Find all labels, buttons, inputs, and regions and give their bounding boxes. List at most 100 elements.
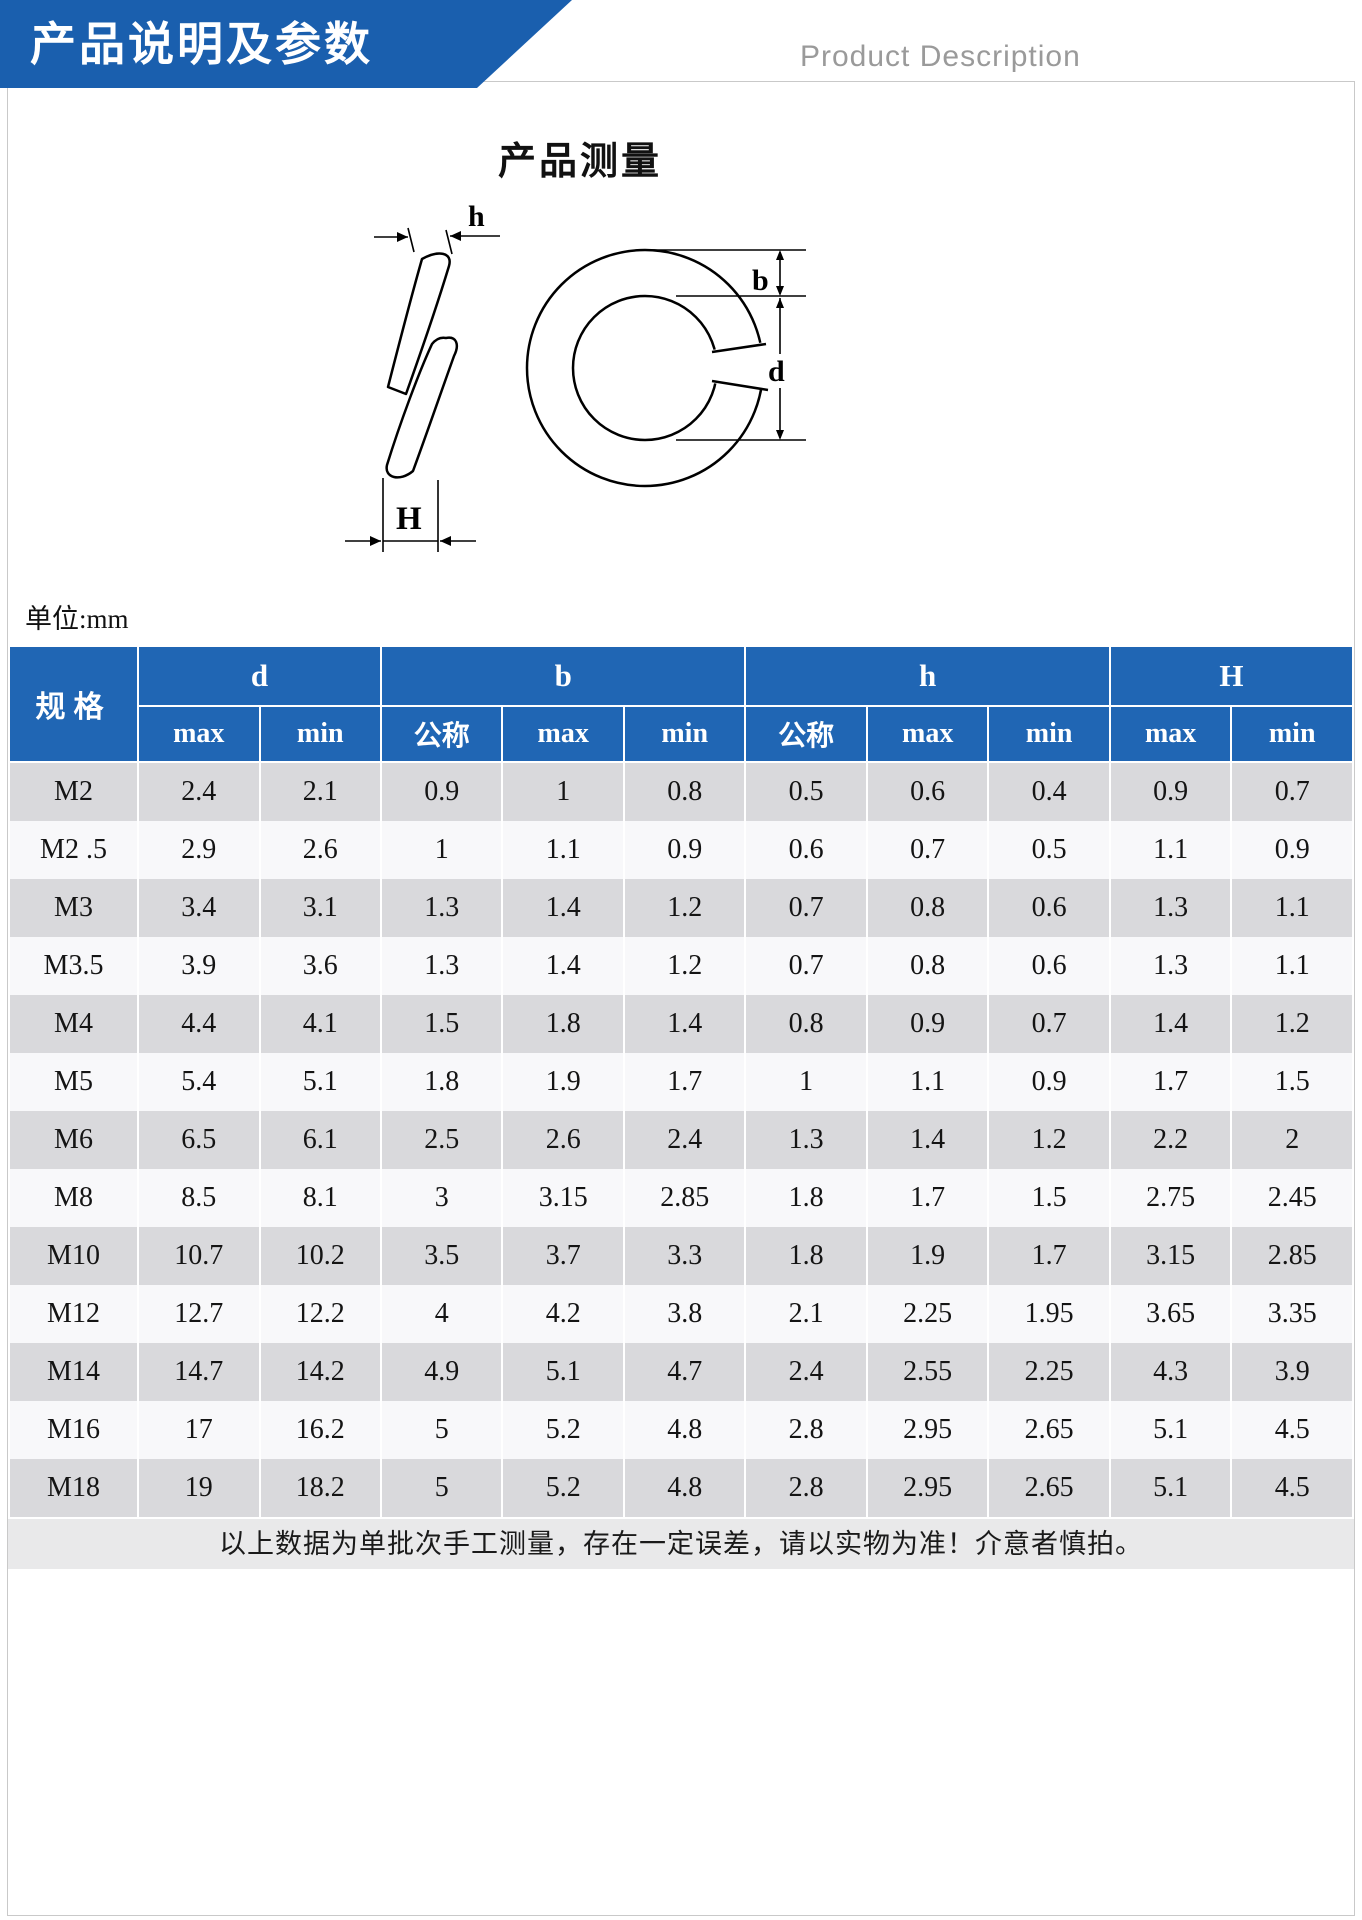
- value-cell: 2.9: [137, 821, 261, 879]
- spec-cell: M12: [7, 1285, 140, 1343]
- table-row: M18 19 18.2 5 5.2 4.8 2.8 2.95 2.65 5.1 4.5: [7, 1459, 1354, 1517]
- arrowhead: [440, 536, 451, 546]
- value-cell: 1.1: [865, 1053, 990, 1111]
- value-cell: 0.9: [865, 995, 990, 1053]
- diagram-title: 产品测量: [497, 141, 662, 183]
- value-cell: 2.85: [1230, 1227, 1354, 1285]
- value-cell: 1.1: [1230, 937, 1354, 995]
- value-cell: 5.1: [1108, 1401, 1233, 1459]
- value-cell: 1.7: [1108, 1053, 1233, 1111]
- washer-split-edge-top: [711, 342, 767, 354]
- value-cell: 2.4: [137, 762, 261, 821]
- spec-cell: M2: [7, 762, 140, 821]
- arrowhead: [776, 298, 784, 308]
- value-cell: 1.3: [1108, 937, 1233, 995]
- spec-cell: M18: [7, 1459, 140, 1517]
- header-b-min: min: [622, 705, 747, 763]
- value-cell: 0.8: [865, 937, 990, 995]
- value-cell: 1.3: [379, 937, 504, 995]
- value-cell: 2.1: [258, 762, 382, 821]
- arrowhead: [776, 286, 784, 296]
- spec-cell: M3.5: [7, 937, 140, 995]
- value-cell: 2.4: [622, 1111, 747, 1169]
- value-cell: 5.2: [501, 1401, 625, 1459]
- spec-cell: M14: [7, 1343, 140, 1401]
- table-row: M2 .5 2.9 2.6 1 1.1 0.9 0.6 0.7 0.5 1.1 0.9: [7, 821, 1354, 879]
- arrowhead: [776, 250, 784, 260]
- value-cell: 4.9: [379, 1343, 504, 1401]
- value-cell: 8.1: [258, 1169, 382, 1227]
- value-cell: 1.8: [501, 995, 625, 1053]
- value-cell: 5.1: [258, 1053, 382, 1111]
- value-cell: 1.5: [1230, 1053, 1354, 1111]
- banner-title: 产品说明及参数: [30, 18, 373, 70]
- header-group-h: h: [744, 645, 1111, 707]
- footer-note: 以上数据为单批次手工测量，存在一定误差，请以实物为准！介意者慎拍。: [8, 1517, 1354, 1569]
- spec-cell: M5: [7, 1053, 140, 1111]
- value-cell: 1.95: [987, 1285, 1111, 1343]
- value-cell: 1.5: [987, 1169, 1111, 1227]
- washer-split-gap: [712, 341, 772, 391]
- table-row: M3.5 3.9 3.6 1.3 1.4 1.2 0.7 0.8 0.6 1.3 1.1: [7, 937, 1354, 995]
- table-row: M10 10.7 10.2 3.5 3.7 3.3 1.8 1.9 1.7 3.15 2.85: [7, 1227, 1354, 1285]
- value-cell: 5.1: [501, 1343, 625, 1401]
- value-cell: 0.4: [987, 762, 1111, 821]
- spec-table-body: M2 2.4 2.1 0.9 1 0.8 0.5 0.6 0.4 0.9 0.7 M2 .5 2.9 2.…: [7, 762, 1354, 1517]
- value-cell: 2.45: [1230, 1169, 1354, 1227]
- value-cell: 2.95: [865, 1401, 990, 1459]
- value-cell: 1.1: [501, 821, 625, 879]
- unit-label: 单位:mm: [25, 604, 129, 634]
- value-cell: 3.8: [622, 1285, 747, 1343]
- washer-side-view-lower-blade: [385, 336, 458, 479]
- dim-label-b: b: [752, 264, 769, 297]
- header-h-max: max: [865, 705, 990, 763]
- spec-cell: M3: [7, 879, 140, 937]
- value-cell: 2.85: [622, 1169, 747, 1227]
- header-d-max: max: [137, 705, 261, 763]
- washer-side-view-upper-blade: [386, 252, 451, 396]
- table-row: M5 5.4 5.1 1.8 1.9 1.7 1 1.1 0.9 1.7 1.5: [7, 1053, 1354, 1111]
- arrowhead: [370, 536, 381, 546]
- value-cell: 1.8: [744, 1169, 868, 1227]
- value-cell: 1.7: [987, 1227, 1111, 1285]
- table-row: M16 17 16.2 5 5.2 4.8 2.8 2.95 2.65 5.1 4.5: [7, 1401, 1354, 1459]
- value-cell: 1: [501, 762, 625, 821]
- h-witness-line: [407, 227, 415, 253]
- value-cell: 0.9: [379, 762, 504, 821]
- spec-table-head: 规格 d b h H max min 公称 max min 公称 max min…: [7, 645, 1355, 763]
- value-cell: 1.4: [1108, 995, 1233, 1053]
- value-cell: 2.6: [501, 1111, 625, 1169]
- value-cell: 2.25: [987, 1343, 1111, 1401]
- value-cell: 3.15: [1108, 1227, 1233, 1285]
- spec-cell: M8: [7, 1169, 140, 1227]
- value-cell: 0.8: [865, 879, 990, 937]
- value-cell: 2.65: [987, 1459, 1111, 1517]
- value-cell: 4.8: [622, 1459, 747, 1517]
- header-H-max: max: [1108, 705, 1233, 763]
- value-cell: 1.4: [622, 995, 747, 1053]
- value-cell: 10.2: [258, 1227, 382, 1285]
- value-cell: 2.55: [865, 1343, 990, 1401]
- value-cell: 0.7: [1230, 762, 1354, 821]
- value-cell: 4.8: [622, 1401, 747, 1459]
- value-cell: 0.7: [865, 821, 990, 879]
- spec-table-section: 规格 d b h H max min 公称 max min 公称 max min…: [7, 645, 1355, 1569]
- value-cell: 12.7: [137, 1285, 261, 1343]
- value-cell: 0.7: [744, 937, 868, 995]
- value-cell: 1.3: [744, 1111, 868, 1169]
- value-cell: 2.4: [744, 1343, 868, 1401]
- value-cell: 1.7: [622, 1053, 747, 1111]
- value-cell: 1.4: [501, 879, 625, 937]
- value-cell: 0.6: [744, 821, 868, 879]
- dim-label-H: H: [396, 501, 422, 537]
- value-cell: 0.9: [622, 821, 747, 879]
- value-cell: 2.6: [258, 821, 382, 879]
- value-cell: 2.25: [865, 1285, 990, 1343]
- value-cell: 1: [379, 821, 504, 879]
- value-cell: 0.9: [1230, 821, 1354, 879]
- value-cell: 1.8: [744, 1227, 868, 1285]
- value-cell: 2.95: [865, 1459, 990, 1517]
- value-cell: 3.3: [622, 1227, 747, 1285]
- header-b-nominal: 公称: [379, 705, 504, 763]
